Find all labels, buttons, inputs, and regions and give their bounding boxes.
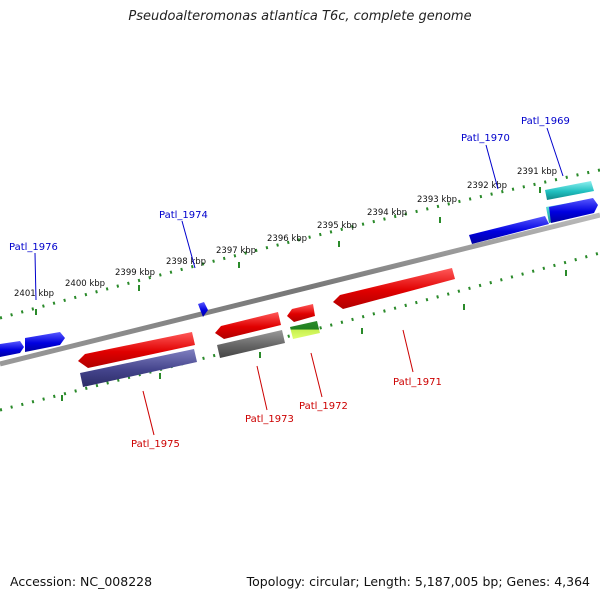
scale-label: 2396 kbp (267, 234, 307, 244)
gene-labels-top: Patl_1969 Patl_1970 Patl_1974 Patl_1976 (9, 116, 570, 253)
accession-text: Accession: NC_008228 (10, 574, 153, 589)
scale-label: 2395 kbp (317, 221, 357, 231)
scale-track-outer (0, 168, 600, 320)
gene-label: Patl_1972 (299, 401, 348, 412)
gene-label: Patl_1976 (9, 242, 58, 253)
gene-feature[interactable] (80, 349, 197, 387)
scale-label: 2401 kbp (14, 289, 54, 299)
gene-feature[interactable] (545, 181, 594, 200)
label-leader-lines (34, 127, 564, 436)
scale-label: 2399 kbp (115, 268, 155, 278)
major-ticks-inner (61, 270, 567, 401)
scale-label: 2400 kbp (65, 279, 105, 289)
gene-feature[interactable] (333, 268, 455, 309)
scale-label: 2393 kbp (417, 195, 457, 205)
gene-label: Patl_1969 (521, 116, 570, 127)
gene-label: Patl_1971 (393, 377, 442, 388)
gene-feature[interactable] (25, 332, 65, 352)
scale-label: 2398 kbp (166, 257, 206, 267)
gene-feature[interactable] (215, 312, 281, 339)
gene-label: Patl_1973 (245, 414, 294, 425)
major-ticks-outer (35, 187, 541, 315)
gene-label: Patl_1974 (159, 210, 208, 221)
gene-feature[interactable] (290, 321, 320, 339)
map-title: Pseudoalteromonas atlantica T6c, complet… (128, 9, 472, 24)
scale-label: 2391 kbp (517, 167, 557, 177)
gene-feature[interactable] (549, 198, 598, 223)
gene-labels-bottom: Patl_1971 Patl_1972 Patl_1973 Patl_1975 (131, 377, 442, 450)
gene-feature[interactable] (469, 216, 549, 244)
scale-labels: 2391 kbp 2392 kbp 2393 kbp 2394 kbp 2395… (14, 167, 557, 299)
genome-summary-text: Topology: circular; Length: 5,187,005 bp… (246, 574, 590, 589)
gene-feature[interactable] (217, 330, 285, 358)
gene-label: Patl_1970 (461, 133, 510, 144)
genome-backbone (0, 212, 600, 367)
gene-feature[interactable] (287, 304, 315, 322)
scale-label: 2392 kbp (467, 181, 507, 191)
gene-feature[interactable] (78, 332, 195, 368)
gene-feature[interactable] (0, 341, 24, 357)
gene-label: Patl_1975 (131, 439, 180, 450)
gene-feature[interactable] (198, 302, 208, 317)
scale-label: 2397 kbp (216, 246, 256, 256)
scale-label: 2394 kbp (367, 208, 407, 218)
